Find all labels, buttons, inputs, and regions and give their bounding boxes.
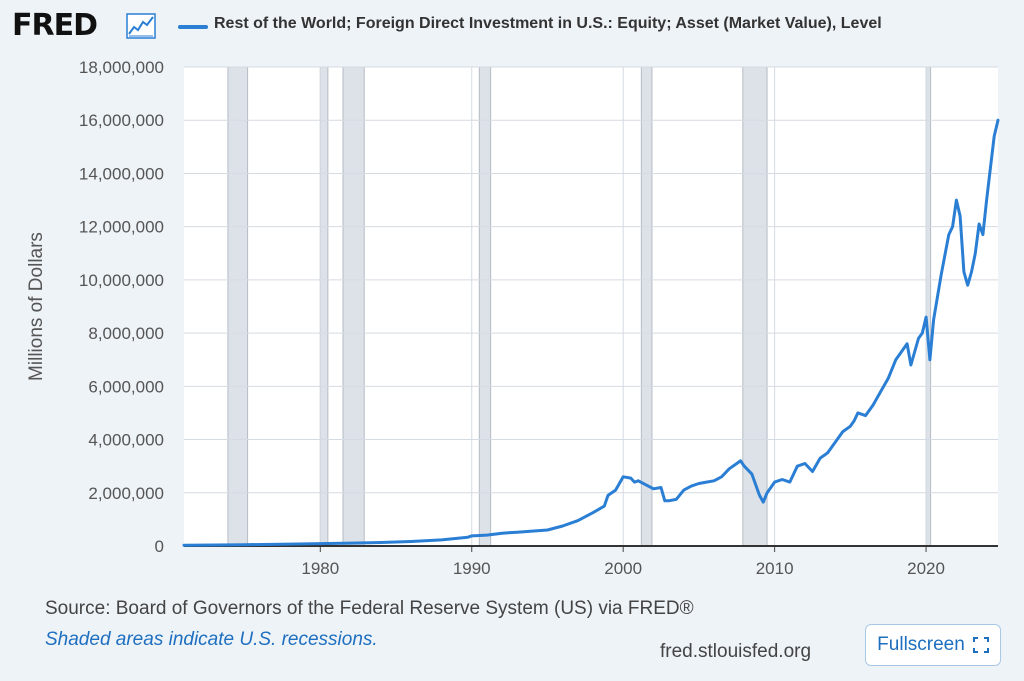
x-tick-label: 2020 [907, 559, 945, 578]
legend-swatch [178, 25, 208, 29]
recession-band [227, 66, 249, 547]
y-tick-label: 12,000,000 [79, 218, 164, 237]
recession-band [478, 66, 492, 547]
recession-band [319, 66, 329, 547]
y-tick-label: 16,000,000 [79, 111, 164, 130]
recession-band [342, 66, 365, 547]
x-tick-label: 2000 [604, 559, 642, 578]
fullscreen-label: Fullscreen [877, 634, 965, 655]
legend-series-label: Rest of the World; Foreign Direct Invest… [214, 15, 882, 32]
y-tick-label: 10,000,000 [79, 271, 164, 290]
y-tick-label: 18,000,000 [79, 58, 164, 77]
y-tick-label: 2,000,000 [88, 484, 164, 503]
y-tick-label: 4,000,000 [88, 431, 164, 450]
site-url[interactable]: fred.stlouisfed.org [660, 641, 812, 662]
source-text: Source: Board of Governors of the Federa… [45, 598, 694, 619]
x-tick-label: 2010 [756, 559, 794, 578]
y-tick-label: 8,000,000 [88, 324, 164, 343]
recession-band [640, 66, 653, 547]
recession-note: Shaded areas indicate U.S. recessions. [45, 629, 378, 650]
line-chart: 0 2,000,000 4,000,000 6,000,000 8,000,000 10,… [26, 58, 1000, 578]
chart-header: FRED Rest of the World; Foreign Direct I… [10, 6, 1010, 46]
fullscreen-button[interactable]: Fullscreen [865, 624, 1001, 666]
y-tick-label: 6,000,000 [88, 377, 164, 396]
x-tick-label: 1990 [453, 559, 491, 578]
plot-area [184, 67, 998, 546]
line-graph-icon [126, 13, 156, 39]
series-line [182, 118, 1000, 547]
recession-band [925, 66, 932, 547]
y-tick-label: 14,000,000 [79, 164, 164, 183]
y-axis-label: Millions of Dollars [26, 232, 47, 381]
x-tick-label: 1980 [301, 559, 339, 578]
expand-corners-icon [972, 637, 989, 653]
fred-logo[interactable]: FRED [12, 8, 98, 43]
y-tick-label: 0 [155, 537, 164, 556]
recession-band [742, 66, 768, 547]
